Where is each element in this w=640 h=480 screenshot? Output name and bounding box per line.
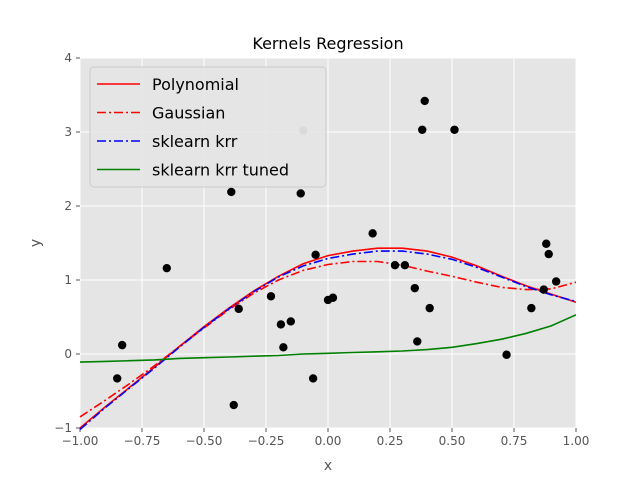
data-point — [410, 283, 419, 293]
data-point — [229, 400, 238, 410]
data-point — [551, 277, 561, 286]
x-axis-label: x — [324, 458, 332, 474]
y-tick-label: 2 — [64, 199, 72, 213]
series-line-sklearn-krr — [79, 250, 577, 431]
data-point — [311, 250, 320, 260]
axis-ticks: −1.00 −0.75 −0.50 −0.25 0.00 0.25 0.50 0.75 1.00… — [54, 51, 589, 448]
y-tick-label: 0 — [64, 347, 72, 361]
series-layer — [79, 247, 577, 431]
x-tick-label: 1.00 — [563, 434, 590, 448]
x-tick-label: 0.50 — [439, 434, 466, 448]
data-point — [418, 125, 427, 134]
y-tick-label: 1 — [64, 273, 72, 287]
x-tick-label: −0.50 — [186, 434, 223, 448]
series-line-gaussian — [79, 260, 577, 418]
data-point — [286, 317, 295, 326]
data-point — [539, 285, 548, 294]
data-point — [162, 263, 171, 273]
data-point — [227, 187, 236, 197]
x-tick-label: −0.75 — [124, 434, 161, 448]
data-point — [117, 340, 127, 350]
data-point — [276, 320, 286, 329]
data-point — [542, 239, 551, 248]
data-point — [368, 229, 377, 238]
data-point — [400, 261, 410, 270]
chart-title: Kernels Regression — [252, 34, 403, 53]
x-tick-label: −0.25 — [248, 434, 285, 448]
data-point — [266, 292, 276, 301]
y-tick-label: 4 — [64, 51, 72, 65]
data-point — [527, 303, 536, 313]
y-tick-label: 3 — [64, 125, 72, 139]
series-line-sklearn-krr-tuned — [79, 314, 577, 363]
legend-label: sklearn krr tuned — [152, 161, 289, 180]
legend-label: Polynomial — [152, 75, 239, 94]
data-point — [390, 261, 400, 270]
data-point — [450, 125, 459, 134]
data-point — [502, 350, 511, 359]
legend-frame — [89, 66, 327, 188]
y-axis-label: y — [28, 239, 44, 247]
data-point — [544, 249, 553, 259]
x-tick-label: 0.00 — [315, 434, 342, 448]
data-point — [328, 293, 338, 302]
y-tick-label: −1 — [54, 421, 72, 435]
data-point — [420, 96, 429, 106]
data-point — [113, 374, 122, 383]
legend-label: sklearn krr — [152, 132, 238, 151]
x-tick-label: 0.25 — [377, 434, 404, 448]
data-point — [234, 304, 243, 314]
legend-label: Gaussian — [152, 104, 225, 123]
data-point — [296, 189, 305, 198]
x-tick-label: −1.00 — [62, 434, 99, 448]
data-point — [308, 374, 318, 383]
data-point — [279, 343, 288, 352]
legend: Polynomial Gaussian sklearn krr sklearn krr… — [89, 66, 327, 188]
data-point — [413, 337, 422, 346]
data-point — [425, 303, 434, 313]
x-tick-label: 0.75 — [501, 434, 528, 448]
